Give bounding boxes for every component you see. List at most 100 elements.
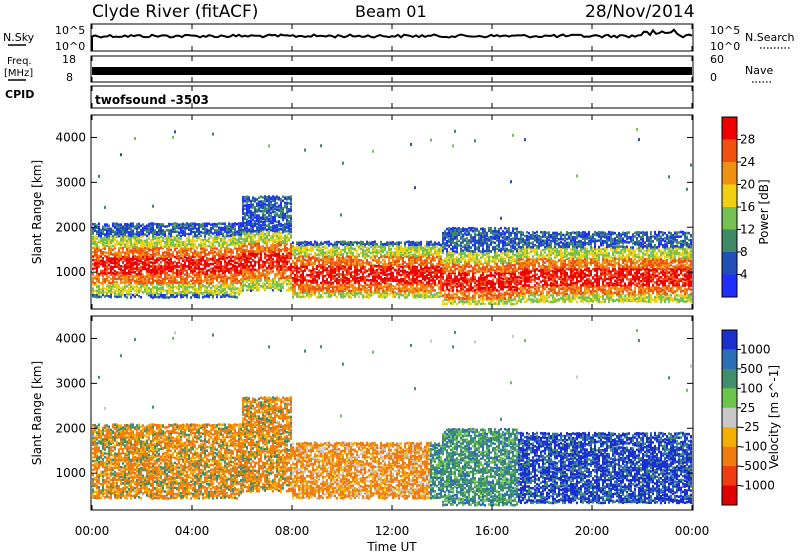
echo-cell <box>384 266 386 269</box>
echo-cell <box>218 274 220 277</box>
echo-cell <box>208 245 210 248</box>
echo-cell <box>160 280 162 283</box>
echo-cell <box>228 235 230 238</box>
echo-cell <box>406 274 408 277</box>
echo-cell <box>180 254 182 257</box>
echo-cell <box>124 243 126 246</box>
echo-cell <box>292 270 294 273</box>
echo-cell <box>146 281 148 284</box>
echo-cell <box>244 259 246 262</box>
echo-cell <box>230 270 232 273</box>
echo-cell <box>248 204 250 207</box>
echo-cell <box>374 273 376 276</box>
echo-cell <box>114 254 116 257</box>
echo-cell <box>362 260 364 263</box>
echo-cell <box>450 284 452 287</box>
echo-cell <box>204 285 206 288</box>
echo-cell <box>394 243 396 246</box>
echo-cell <box>348 289 350 292</box>
echo-cell <box>336 244 338 247</box>
echo-cell <box>254 250 256 253</box>
echo-cell <box>250 281 252 284</box>
echo-cell <box>180 231 182 234</box>
echo-cell <box>184 223 186 226</box>
echo-cell <box>446 232 448 235</box>
echo-cell <box>428 255 430 258</box>
echo-cell <box>232 264 234 267</box>
echo-cell <box>444 263 446 266</box>
echo-cell <box>144 278 146 281</box>
echo-cell <box>96 247 98 250</box>
echo-cell <box>342 162 344 165</box>
echo-cell <box>206 229 208 232</box>
nsearch-label: N.Search <box>745 31 795 44</box>
echo-cell <box>110 296 112 299</box>
echo-cell <box>260 216 262 219</box>
echo-cell <box>260 272 262 275</box>
echo-cell <box>456 283 458 286</box>
echo-cell <box>332 282 334 285</box>
echo-cell <box>120 239 122 242</box>
echo-cell <box>328 293 330 296</box>
echo-cell <box>404 273 406 276</box>
echo-cell <box>108 260 110 263</box>
echo-cell <box>224 247 226 250</box>
echo-cell <box>126 272 128 275</box>
echo-cell <box>316 265 318 268</box>
echo-cell <box>288 266 290 269</box>
echo-cell <box>276 195 278 198</box>
echo-cell <box>192 262 194 265</box>
echo-cell <box>108 225 110 228</box>
echo-cell <box>210 246 212 249</box>
echo-cell <box>270 235 272 238</box>
echo-cell <box>110 228 112 231</box>
echo-cell <box>202 270 204 273</box>
echo-cell <box>328 284 330 287</box>
echo-cell <box>202 228 204 231</box>
echo-cell <box>408 288 410 291</box>
echo-cell <box>342 288 344 291</box>
echo-cell <box>294 249 296 252</box>
echo-cell <box>246 206 248 209</box>
echo-cell <box>168 223 170 226</box>
echo-cell <box>356 252 358 255</box>
echo-cell <box>342 253 344 256</box>
echo-cell <box>104 272 106 275</box>
echo-cell <box>164 230 166 233</box>
echo-cell <box>282 212 284 215</box>
echo-cell <box>266 269 268 272</box>
echo-cell <box>156 260 158 263</box>
echo-cell <box>128 223 130 226</box>
echo-cell <box>252 254 254 257</box>
echo-cell <box>330 243 332 246</box>
echo-cell <box>120 295 122 298</box>
echo-cell <box>104 228 106 231</box>
echo-cell <box>442 287 444 290</box>
echo-cell <box>288 228 290 231</box>
echo-cell <box>158 279 160 282</box>
echo-cell <box>146 235 148 238</box>
echo-cell <box>152 205 154 208</box>
echo-cell <box>282 273 284 276</box>
echo-cell <box>416 294 418 297</box>
echo-cell <box>128 270 130 273</box>
echo-cell <box>320 286 322 289</box>
echo-cell <box>344 246 346 249</box>
echo-cell <box>94 294 96 297</box>
echo-cell <box>190 227 192 230</box>
echo-cell <box>408 276 410 279</box>
echo-cell <box>238 280 240 283</box>
echo-cell <box>194 239 196 242</box>
echo-cell <box>224 259 226 262</box>
echo-cell <box>340 249 342 252</box>
echo-cell <box>404 251 406 254</box>
echo-cell <box>220 257 222 260</box>
echo-cell <box>250 200 252 203</box>
echo-cell <box>270 271 272 274</box>
echo-cell <box>410 241 412 244</box>
echo-cell <box>218 285 220 288</box>
echo-cell <box>96 274 98 277</box>
echo-cell <box>162 265 164 268</box>
echo-cell <box>158 223 160 226</box>
echo-cell <box>212 250 214 253</box>
